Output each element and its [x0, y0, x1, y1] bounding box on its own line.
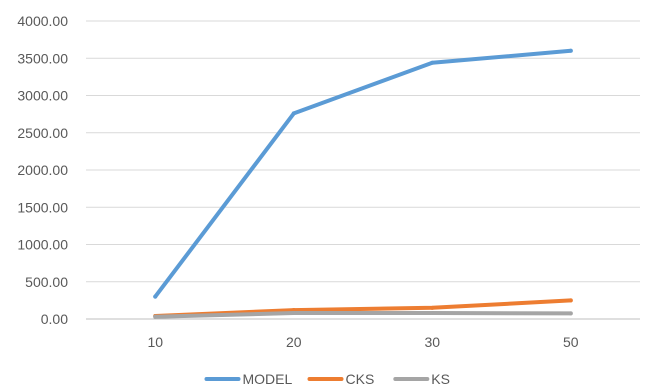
legend-label-cks: CKS	[346, 371, 375, 387]
y-tick-label: 0.00	[41, 311, 68, 327]
data-point-cks	[430, 305, 435, 310]
series-line-ks	[153, 311, 573, 319]
legend-label-model: MODEL	[243, 371, 293, 387]
y-tick-label: 3000.00	[17, 88, 68, 104]
data-point-model	[153, 294, 158, 299]
y-tick-label: 500.00	[25, 274, 68, 290]
y-tick-label: 4000.00	[17, 13, 68, 29]
x-tick-label: 30	[424, 334, 440, 350]
y-tick-label: 2000.00	[17, 162, 68, 178]
data-point-model	[568, 48, 573, 53]
data-point-ks	[291, 311, 296, 316]
legend-label-ks: KS	[431, 371, 450, 387]
y-tick-label: 2500.00	[17, 125, 68, 141]
data-point-model	[430, 60, 435, 65]
data-point-ks	[430, 311, 435, 316]
x-tick-label: 50	[563, 334, 579, 350]
data-point-ks	[153, 314, 158, 319]
y-axis-tick-labels: 0.00 500.00 1000.00 1500.00 2000.00 2500.00 30…	[17, 13, 68, 327]
x-tick-label: 10	[147, 334, 163, 350]
data-point-model	[291, 111, 296, 116]
legend: MODEL CKS KS	[204, 371, 450, 387]
y-tick-label: 1500.00	[17, 199, 68, 215]
gridlines	[86, 20, 640, 320]
series-line-model	[153, 48, 573, 299]
x-axis-tick-labels: 10 20 30 50	[147, 334, 578, 350]
x-tick-label: 20	[286, 334, 302, 350]
y-tick-label: 1000.00	[17, 237, 68, 253]
y-tick-label: 3500.00	[17, 50, 68, 66]
data-point-cks	[568, 298, 573, 303]
series-lines	[153, 48, 573, 319]
data-point-ks	[568, 311, 573, 316]
